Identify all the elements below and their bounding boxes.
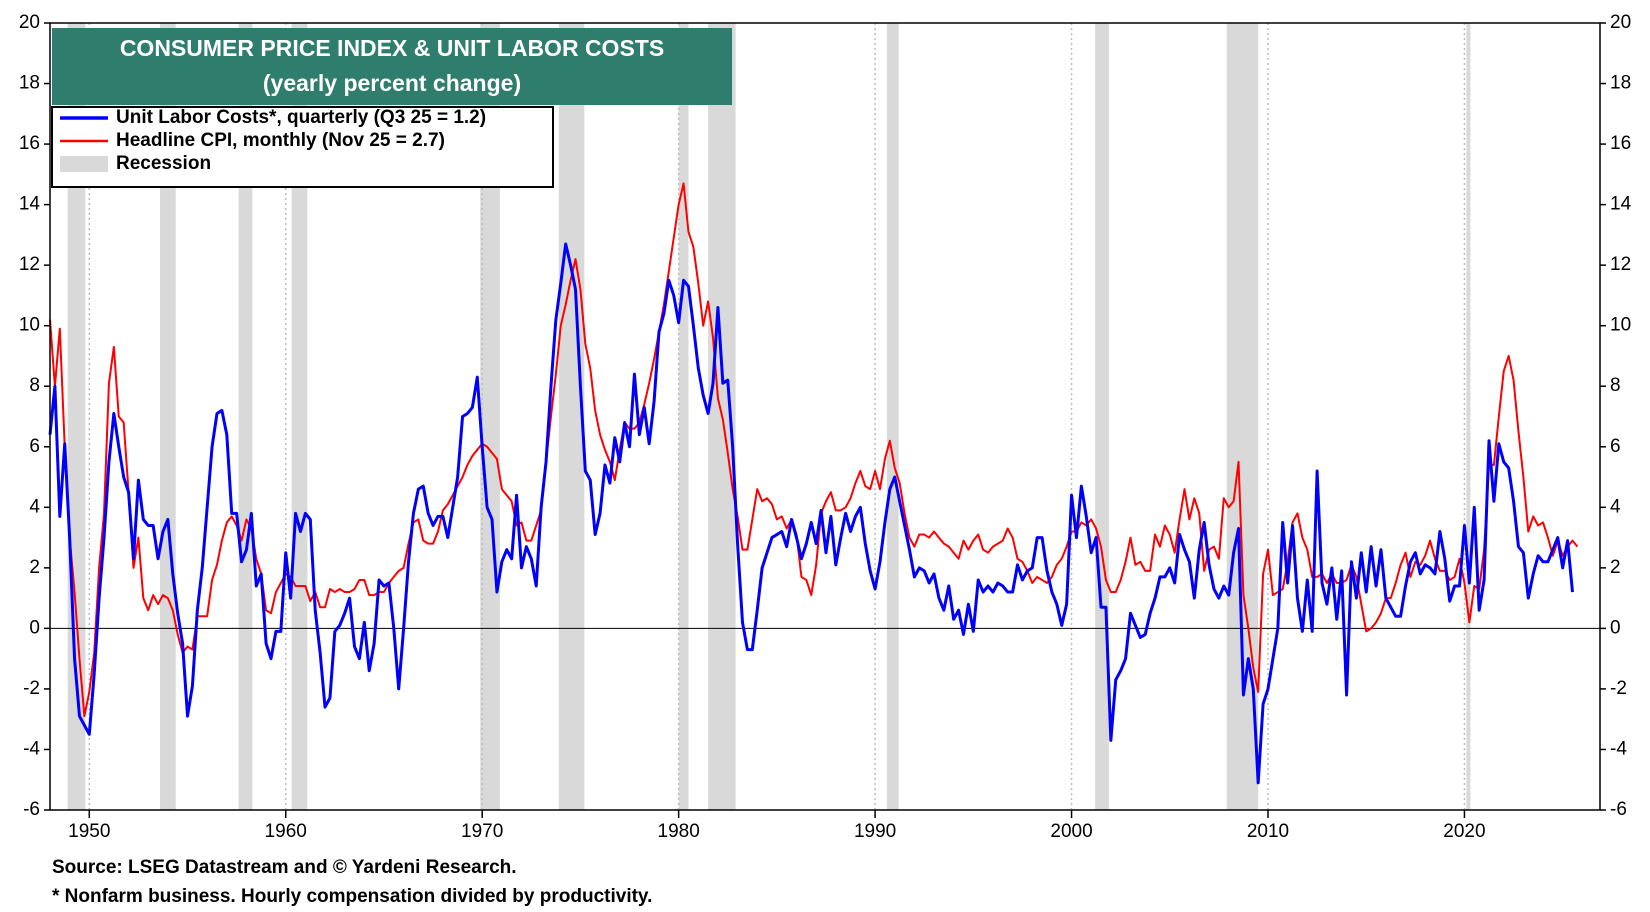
x-tick-label: 1980 bbox=[658, 821, 700, 842]
chart-subtitle: (yearly percent change) bbox=[263, 70, 521, 96]
legend: Unit Labor Costs*, quarterly (Q3 25 = 1.… bbox=[60, 107, 486, 174]
series-line bbox=[48, 242, 1574, 785]
title-box bbox=[52, 28, 732, 105]
x-tick-label: 1960 bbox=[265, 821, 307, 842]
y-tick-label: 12 bbox=[19, 254, 40, 275]
x-tick-label: 1950 bbox=[68, 821, 110, 842]
recession-band bbox=[886, 23, 899, 810]
y-tick-label: -2 bbox=[23, 678, 40, 699]
y-tick-label: 16 bbox=[19, 133, 40, 154]
plot-frame bbox=[49, 22, 1601, 811]
y-tick-label: 2 bbox=[29, 557, 40, 578]
recession-band bbox=[238, 23, 253, 810]
y2-tick-label: -4 bbox=[1610, 738, 1627, 759]
line-layer bbox=[48, 182, 1579, 785]
y-tick-label: 20 bbox=[19, 12, 40, 33]
y2-tick-label: 14 bbox=[1610, 194, 1632, 215]
source-note: Source: LSEG Datastream and © Yardeni Re… bbox=[52, 857, 517, 878]
y2-tick-label: -6 bbox=[1610, 799, 1627, 820]
legend-label: Headline CPI, monthly (Nov 25 = 2.7) bbox=[116, 130, 445, 151]
y2-tick-label: 6 bbox=[1610, 436, 1621, 457]
x-tick-label: 2000 bbox=[1050, 821, 1092, 842]
legend-swatch bbox=[60, 156, 108, 172]
chart-title: CONSUMER PRICE INDEX & UNIT LABOR COSTS bbox=[120, 35, 664, 61]
y-tick-label: 8 bbox=[29, 375, 40, 396]
y-tick-label: 10 bbox=[19, 315, 40, 336]
recession-band bbox=[558, 23, 585, 810]
y2-tick-label: 2 bbox=[1610, 557, 1621, 578]
legend-box bbox=[51, 106, 554, 188]
legend-label: Unit Labor Costs*, quarterly (Q3 25 = 1.… bbox=[116, 107, 486, 128]
y2-tick-label: 12 bbox=[1610, 254, 1631, 275]
y2-tick-label: 16 bbox=[1610, 133, 1631, 154]
y-tick-label: 18 bbox=[19, 73, 40, 94]
y-tick-label: 14 bbox=[19, 194, 41, 215]
y-tick-label: 4 bbox=[29, 496, 40, 517]
recession-band bbox=[678, 23, 689, 810]
recession-band bbox=[480, 23, 500, 810]
y2-tick-label: -2 bbox=[1610, 678, 1627, 699]
legend-label: Recession bbox=[116, 153, 211, 174]
y2-tick-label: 8 bbox=[1610, 375, 1621, 396]
recession-band bbox=[291, 23, 308, 810]
recession-band bbox=[1466, 23, 1471, 810]
x-tick-label: 1990 bbox=[854, 821, 896, 842]
y2-tick-label: 10 bbox=[1610, 315, 1631, 336]
footnote: * Nonfarm business. Hourly compensation … bbox=[52, 886, 652, 907]
y2-tick-label: 0 bbox=[1610, 617, 1621, 638]
axis-layer: 1950 1960 1970 1980 1990 2000 2010 2020-6-4-202… bbox=[19, 12, 1632, 842]
y-tick-label: 0 bbox=[29, 617, 40, 638]
x-tick-label: 1970 bbox=[461, 821, 503, 842]
recession-band bbox=[1095, 23, 1109, 810]
recession-band bbox=[160, 23, 176, 810]
y-tick-label: -4 bbox=[23, 738, 40, 759]
y2-tick-label: 20 bbox=[1610, 12, 1631, 33]
background-layer bbox=[50, 23, 1600, 810]
x-tick-label: 2010 bbox=[1247, 821, 1289, 842]
y-tick-label: 6 bbox=[29, 436, 40, 457]
y2-tick-label: 18 bbox=[1610, 73, 1631, 94]
x-tick-label: 2020 bbox=[1443, 821, 1485, 842]
y2-tick-label: 4 bbox=[1610, 496, 1621, 517]
y-tick-label: -6 bbox=[23, 799, 40, 820]
